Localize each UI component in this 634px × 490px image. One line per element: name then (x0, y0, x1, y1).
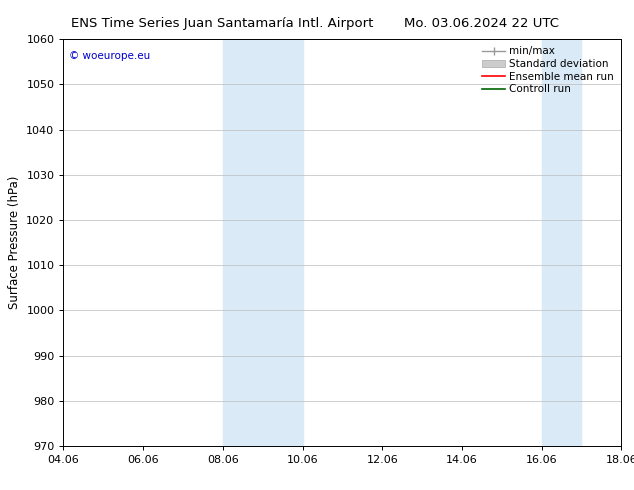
Text: © woeurope.eu: © woeurope.eu (69, 51, 150, 61)
Bar (541, 39, 581, 446)
Text: Mo. 03.06.2024 22 UTC: Mo. 03.06.2024 22 UTC (404, 17, 559, 30)
Bar (223, 39, 302, 446)
Legend: min/max, Standard deviation, Ensemble mean run, Controll run: min/max, Standard deviation, Ensemble me… (480, 45, 616, 97)
Y-axis label: Surface Pressure (hPa): Surface Pressure (hPa) (8, 176, 21, 309)
Text: ENS Time Series Juan Santamaría Intl. Airport: ENS Time Series Juan Santamaría Intl. Ai… (71, 17, 373, 30)
